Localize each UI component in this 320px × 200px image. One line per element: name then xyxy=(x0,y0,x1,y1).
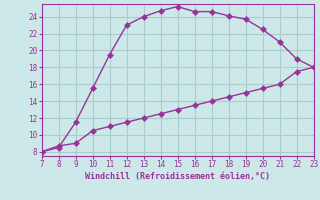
X-axis label: Windchill (Refroidissement éolien,°C): Windchill (Refroidissement éolien,°C) xyxy=(85,172,270,181)
